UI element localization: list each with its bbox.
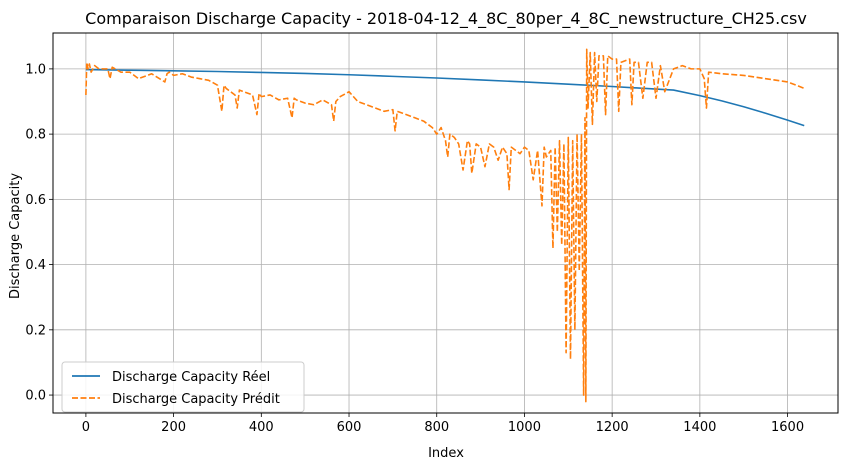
x-axis-label: Index — [428, 446, 464, 461]
x-tick-label: 1000 — [508, 420, 541, 435]
series-line-2 — [85, 48, 805, 403]
y-axis-label: Discharge Capacity — [8, 173, 23, 299]
x-tick-label: 200 — [161, 420, 186, 435]
y-tick-label: 0.0 — [25, 389, 46, 404]
y-tick-label: 0.8 — [25, 128, 46, 143]
x-tick-label: 800 — [424, 420, 449, 435]
y-tick-label: 0.4 — [25, 258, 46, 273]
legend-label: Discharge Capacity Prédit — [112, 392, 280, 407]
x-tick-label: 1600 — [771, 420, 804, 435]
x-tick-label: 1200 — [596, 420, 629, 435]
y-tick-label: 1.0 — [25, 62, 46, 77]
chart-title: Comparaison Discharge Capacity - 2018-04… — [85, 9, 807, 29]
legend-label: Discharge Capacity Réel — [112, 370, 270, 385]
x-axis: 0 200 400 600 800 1000 1200 1400 1600 — [82, 413, 804, 435]
x-tick-label: 1400 — [683, 420, 716, 435]
legend: Discharge Capacity Réel Discharge Capacit… — [61, 361, 305, 413]
y-axis: 0.0 0.2 0.4 0.6 0.8 1.0 — [25, 62, 53, 404]
y-tick-label: 0.2 — [25, 323, 46, 338]
plot-frame — [52, 32, 839, 414]
y-tick-label: 0.6 — [25, 193, 46, 208]
x-tick-label: 600 — [337, 420, 362, 435]
x-tick-label: 400 — [249, 420, 274, 435]
x-tick-label: 0 — [82, 420, 90, 435]
series-layer — [85, 48, 805, 403]
legend-box — [61, 361, 305, 413]
series-line-1 — [85, 68, 805, 127]
